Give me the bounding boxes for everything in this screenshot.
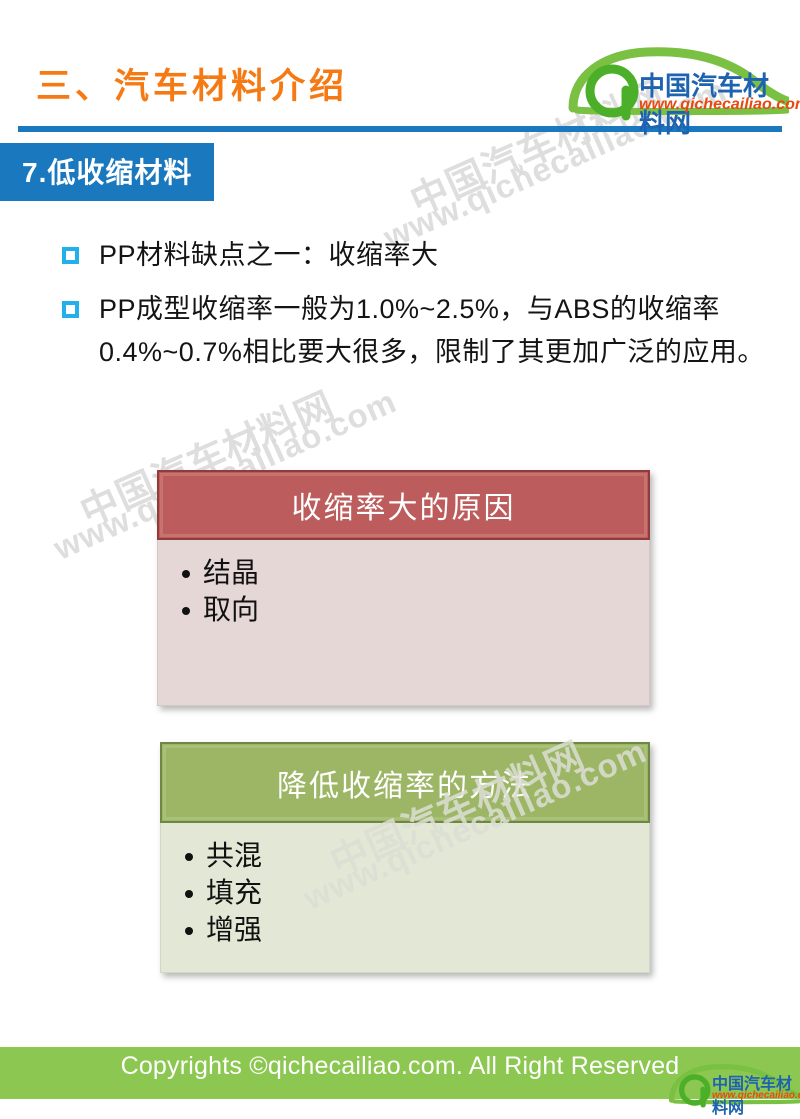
hollow-square-icon — [62, 300, 79, 318]
list-item-label: 共混 — [206, 840, 263, 871]
hollow-square-icon — [62, 247, 79, 264]
list-item-label: 增强 — [206, 914, 263, 946]
qichecailiao-logo: 中国汽车材料网 www.qichecailiao.com — [567, 46, 800, 138]
list-item: 填充 — [161, 874, 649, 911]
cause-box-body: 结晶 取向 — [157, 540, 650, 706]
logo-url-text: www.qichecailiao.com — [712, 1090, 800, 1101]
bullet-dot-icon — [185, 890, 193, 899]
list-item: PP成型收缩率一般为1.0%~2.5%，与ABS的收缩率0.4%~0.7%相比要… — [62, 288, 772, 375]
method-box-body: 共混 填充 增强 — [160, 823, 650, 973]
footer-qichecailiao-logo: 中国汽车材料网 www.qichecailiao.com — [668, 1058, 800, 1117]
list-item: PP材料缺点之一：收缩率大 — [62, 234, 772, 278]
method-box: 降低收缩率的方法 共混 填充 增强 — [160, 742, 650, 973]
section-tag: 7.低收缩材料 — [0, 143, 215, 201]
logo-url-text: www.qichecailiao.com — [639, 96, 800, 113]
list-item: 取向 — [158, 591, 649, 628]
page-title: 三、汽车材料介绍 — [36, 67, 349, 106]
footer-bar — [0, 1047, 800, 1099]
list-item: 增强 — [161, 911, 649, 948]
list-item: 结晶 — [158, 554, 649, 591]
bullet-list: PP材料缺点之一：收缩率大 PP成型收缩率一般为1.0%~2.5%，与ABS的收… — [62, 234, 772, 385]
bullet-dot-icon — [185, 853, 193, 861]
logo-cn-text: 中国汽车材料网 — [712, 1076, 793, 1117]
list-item-label: PP材料缺点之一：收缩率大 — [99, 240, 439, 270]
header-divider — [18, 126, 782, 132]
list-item-label: 结晶 — [203, 557, 260, 588]
copyright-text: Copyrights ©qichecailiao.com. All Right … — [120, 1052, 680, 1080]
bullet-dot-icon — [182, 607, 190, 616]
list-item-label: 填充 — [206, 877, 263, 909]
list-item-label: 取向 — [203, 594, 260, 626]
list-item: 共混 — [161, 837, 649, 874]
logo-cn-text: 中国汽车材料网 — [639, 71, 770, 138]
car-outline-icon — [668, 1063, 800, 1108]
car-outline-icon — [568, 47, 789, 121]
cause-box: 收缩率大的原因 结晶 取向 — [157, 470, 650, 706]
bullet-dot-icon — [185, 927, 193, 936]
cause-box-heading: 收缩率大的原因 — [157, 470, 650, 540]
slide-header: 三、汽车材料介绍 中国汽车材料网 www.qichecailiao.com — [0, 0, 800, 138]
method-box-heading: 降低收缩率的方法 — [160, 742, 650, 823]
bullet-dot-icon — [182, 570, 190, 578]
list-item-label: PP成型收缩率一般为1.0%~2.5%，与ABS的收缩率0.4%~0.7%相比要… — [99, 293, 765, 368]
